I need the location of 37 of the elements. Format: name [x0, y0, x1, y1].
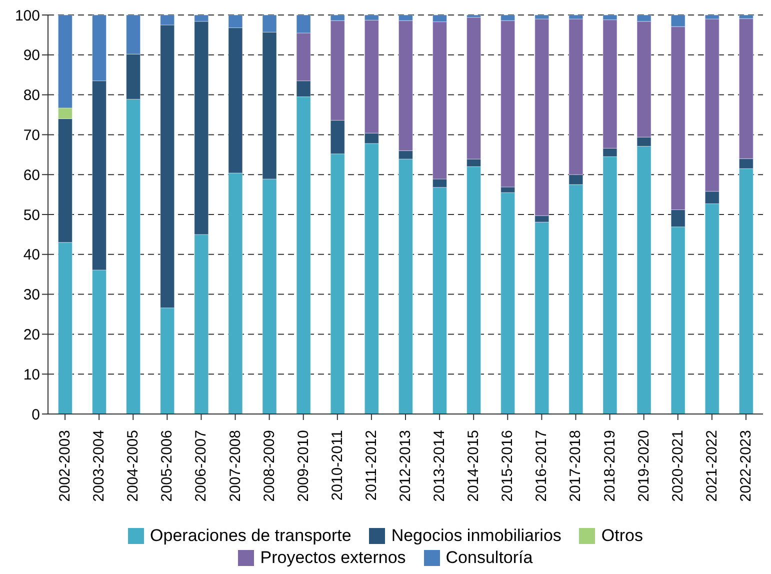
x-tick-label: 2006-2007: [192, 430, 210, 502]
x-tick-label: 2012-2013: [397, 430, 414, 502]
x-tick-label: 2021-2022: [703, 430, 720, 502]
y-tick-label: 0: [32, 406, 40, 424]
legend-label: Consultoría: [446, 548, 533, 568]
x-tick-label: 2017-2018: [567, 430, 584, 502]
x-tick-label: 2003-2004: [90, 430, 108, 502]
x-tick-label: 2007-2008: [226, 430, 244, 502]
x-tick-label: 2009-2010: [294, 430, 312, 502]
x-tick-label: 2005-2006: [158, 430, 176, 502]
x-tick-label: 2014-2015: [465, 430, 482, 502]
y-tick-label: 70: [23, 127, 40, 144]
legend-label: Negocios inmobiliarios: [391, 526, 562, 546]
x-tick-label: 2010-2011: [328, 430, 346, 501]
x-tick-label: 2004-2005: [124, 430, 142, 502]
y-tick-label: 30: [23, 286, 40, 304]
legend-label: Otros: [601, 526, 643, 546]
y-tick-label: 50: [23, 206, 40, 224]
legend-label: Proyectos externos: [260, 548, 406, 568]
y-tick-label: 10: [23, 366, 40, 384]
y-tick-label: 90: [23, 47, 40, 64]
x-tick-label: 2016-2017: [533, 430, 550, 502]
legend-label: Operaciones de transporte: [150, 526, 352, 546]
x-tick-label: 2013-2014: [431, 430, 448, 502]
y-tick-label: 100: [14, 7, 40, 24]
x-tick-label: 2019-2020: [635, 430, 652, 502]
y-tick-label: 80: [23, 87, 40, 104]
y-tick-label: 20: [23, 326, 40, 344]
x-tick-label: 2008-2009: [260, 430, 278, 502]
y-tick-label: 40: [23, 246, 40, 264]
x-tick-label: 2020-2021: [669, 430, 686, 502]
x-tick-label: 2015-2016: [499, 430, 516, 502]
x-tick-label: 2018-2019: [601, 430, 618, 502]
x-tick-label: 2022-2023: [737, 430, 754, 502]
x-tick-label: 2002-2003: [56, 430, 74, 502]
y-tick-label: 60: [23, 166, 40, 184]
x-tick-label: 2011-2012: [362, 430, 380, 501]
